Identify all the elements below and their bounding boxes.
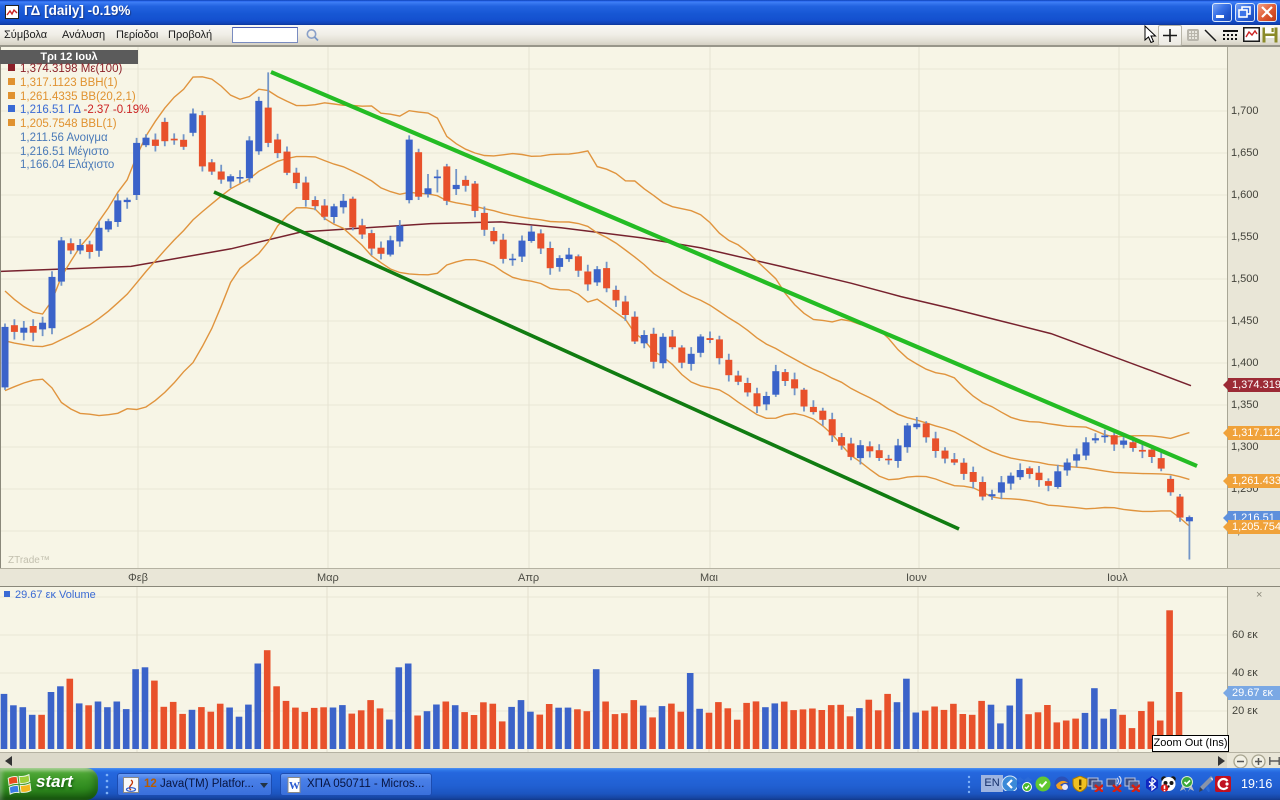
svg-text:W: W (289, 780, 300, 792)
